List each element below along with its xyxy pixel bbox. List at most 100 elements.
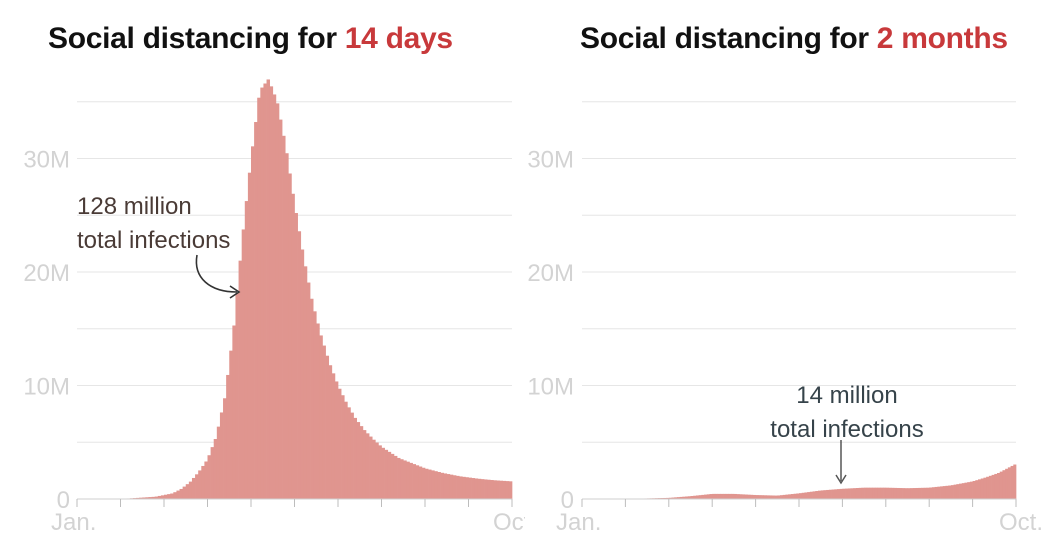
bar bbox=[443, 473, 448, 499]
bar bbox=[980, 478, 984, 499]
bar bbox=[858, 487, 862, 499]
bar bbox=[1007, 467, 1011, 499]
bar bbox=[384, 449, 389, 499]
bar bbox=[766, 495, 770, 499]
bar bbox=[839, 488, 843, 499]
bar bbox=[223, 398, 227, 499]
bar bbox=[493, 480, 497, 499]
bar bbox=[310, 298, 314, 499]
bar bbox=[229, 350, 233, 499]
bar bbox=[409, 462, 413, 499]
bar bbox=[313, 311, 317, 499]
bar bbox=[891, 487, 895, 499]
bar bbox=[921, 487, 925, 499]
bar bbox=[182, 486, 187, 499]
bar bbox=[706, 494, 710, 499]
bar bbox=[918, 487, 922, 499]
bar bbox=[334, 381, 339, 499]
bar bbox=[755, 495, 759, 499]
bar bbox=[232, 325, 236, 499]
chart-title: Social distancing for 2 months bbox=[580, 22, 1008, 56]
bar bbox=[902, 488, 906, 499]
bar bbox=[771, 495, 775, 499]
bar bbox=[195, 474, 199, 499]
bar bbox=[850, 488, 854, 499]
bar bbox=[956, 484, 960, 499]
bar bbox=[717, 493, 721, 499]
bar bbox=[325, 355, 330, 499]
bar bbox=[747, 494, 751, 499]
bar bbox=[303, 266, 308, 499]
bar bbox=[907, 488, 911, 499]
bar bbox=[319, 335, 323, 499]
bar bbox=[191, 477, 196, 499]
bar bbox=[378, 445, 382, 499]
chart-title: Social distancing for 14 days bbox=[48, 22, 453, 56]
bar bbox=[809, 491, 813, 499]
bar bbox=[428, 469, 432, 499]
bar bbox=[369, 436, 373, 499]
bar bbox=[693, 495, 697, 499]
bar bbox=[278, 119, 283, 499]
bar bbox=[817, 490, 822, 499]
bar bbox=[350, 412, 354, 499]
bar bbox=[720, 493, 724, 499]
annotation-line2: total infections bbox=[77, 227, 231, 254]
bar bbox=[885, 487, 889, 499]
y-tick-label: 10M bbox=[23, 374, 70, 401]
title-highlight: 2 months bbox=[876, 22, 1008, 55]
bar bbox=[663, 497, 667, 499]
bar bbox=[926, 487, 930, 499]
bar bbox=[499, 480, 504, 499]
bar bbox=[288, 173, 292, 499]
bar bbox=[999, 471, 1003, 499]
bar bbox=[758, 495, 762, 499]
y-tick-label: 30M bbox=[23, 147, 70, 174]
bar bbox=[210, 447, 215, 499]
bar bbox=[847, 488, 851, 499]
bar bbox=[201, 465, 205, 499]
bar bbox=[406, 461, 410, 499]
bar bbox=[991, 474, 995, 499]
x-tick-label: Jan. bbox=[556, 509, 601, 536]
bar bbox=[690, 496, 694, 499]
title-prefix: Social distancing for bbox=[580, 22, 877, 55]
bar bbox=[247, 172, 252, 499]
title-prefix: Social distancing for bbox=[48, 22, 345, 55]
bar bbox=[964, 482, 968, 499]
bar bbox=[1005, 468, 1009, 499]
bar bbox=[316, 323, 320, 499]
bar bbox=[198, 470, 202, 499]
bar bbox=[254, 122, 258, 500]
bar bbox=[855, 488, 860, 499]
bar bbox=[728, 493, 732, 499]
bar bbox=[969, 481, 973, 499]
bar bbox=[487, 479, 491, 499]
bar bbox=[465, 477, 469, 499]
bar bbox=[353, 417, 357, 499]
bar bbox=[151, 496, 156, 499]
bar bbox=[219, 412, 224, 499]
bar bbox=[959, 483, 963, 499]
bar bbox=[888, 487, 892, 499]
bar bbox=[306, 282, 311, 499]
bar bbox=[793, 493, 797, 499]
bar bbox=[403, 460, 407, 499]
bar bbox=[418, 466, 423, 499]
bar bbox=[872, 487, 876, 499]
bar bbox=[744, 494, 748, 499]
bar bbox=[801, 492, 805, 499]
y-tick-label: 10M bbox=[527, 374, 574, 401]
bar bbox=[761, 495, 765, 499]
bar bbox=[474, 478, 479, 499]
bar bbox=[910, 488, 914, 499]
chart-panel-2-months: Social distancing for 2 months 0 10M 20M 30… bbox=[525, 0, 1050, 549]
y-tick-label: 30M bbox=[527, 147, 574, 174]
bar bbox=[961, 483, 965, 499]
bar bbox=[826, 489, 830, 499]
bar bbox=[260, 87, 264, 499]
bar bbox=[671, 497, 675, 499]
bar bbox=[440, 472, 444, 499]
bar bbox=[297, 231, 302, 499]
bar bbox=[945, 485, 949, 499]
